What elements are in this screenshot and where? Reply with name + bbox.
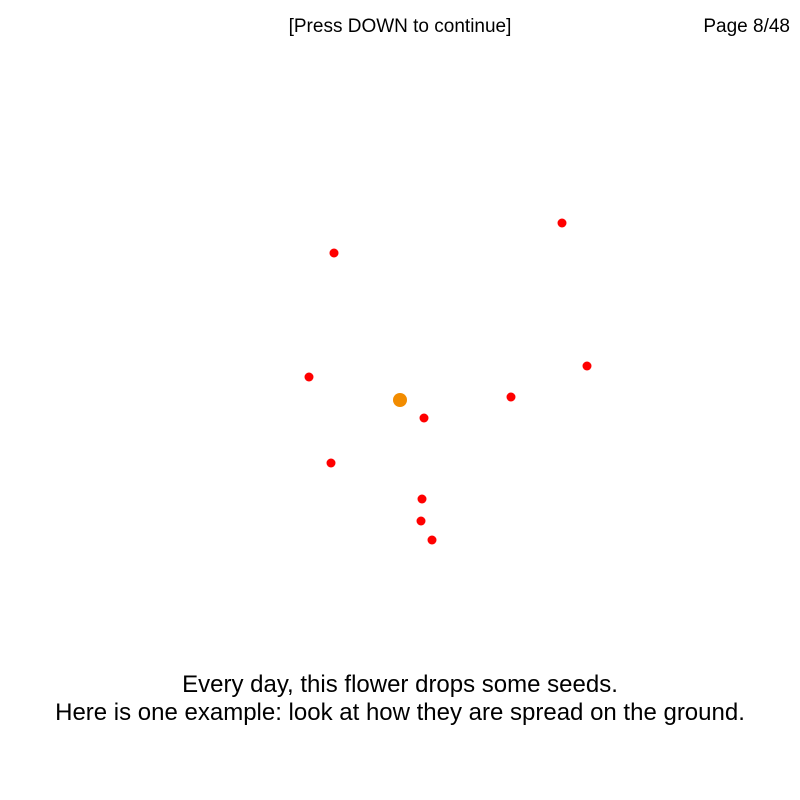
caption: Every day, this flower drops some seeds.…	[0, 671, 800, 727]
seed-dot	[506, 392, 516, 402]
seed-dot	[582, 361, 592, 371]
seed-dot	[419, 413, 429, 423]
flower-dot	[393, 393, 407, 407]
page-counter: Page 8/48	[703, 16, 790, 37]
seed-dot	[416, 516, 426, 526]
seed-dot	[427, 535, 437, 545]
continue-instruction: [Press DOWN to continue]	[288, 16, 512, 37]
caption-line-1: Every day, this flower drops some seeds.	[182, 671, 618, 698]
seed-dot	[557, 218, 567, 228]
caption-line-2: Here is one example: look at how they ar…	[55, 699, 745, 726]
seed-dot	[326, 458, 336, 468]
seed-dot	[304, 372, 314, 382]
seed-dot	[417, 494, 427, 504]
seed-dot	[329, 248, 339, 258]
